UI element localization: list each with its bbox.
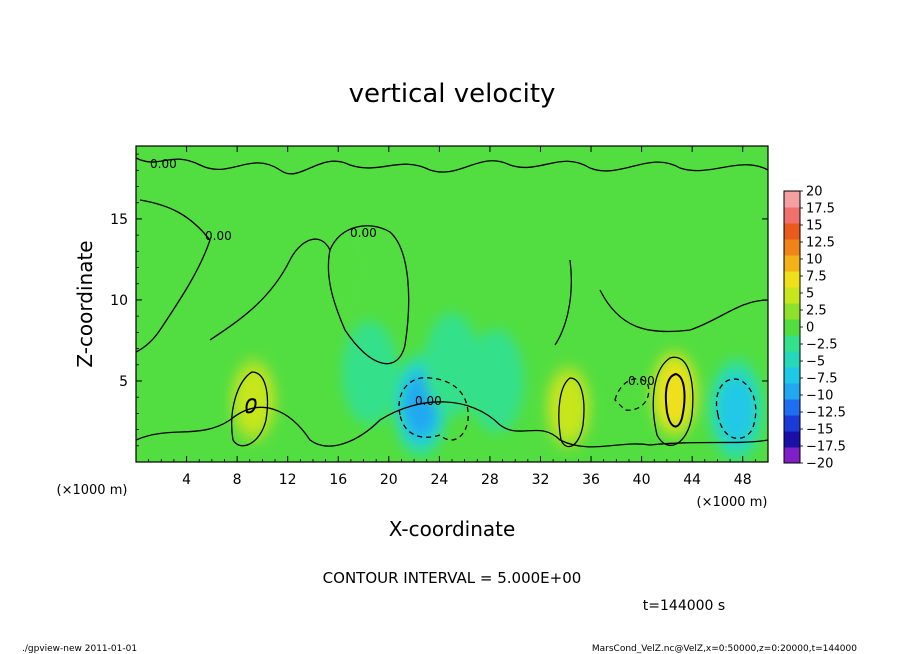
colorbar-segment bbox=[784, 191, 800, 208]
colorbar-segment bbox=[784, 447, 800, 464]
colorbar-label: −7.5 bbox=[806, 372, 838, 387]
contour-labels: 0.00 0.00 0.00 0.00 0.00 bbox=[150, 157, 655, 408]
x-axis: 4 8 12 16 20 24 28 32 36 40 44 48 bbox=[148, 146, 756, 488]
contour-updraft-2 bbox=[558, 377, 585, 448]
colorbar-label: −17.5 bbox=[806, 440, 846, 455]
x-tick-label: 40 bbox=[633, 472, 651, 488]
source-label: MarsCond_VelZ.nc@VelZ,x=0:50000,z=0:2000… bbox=[592, 644, 857, 654]
contour-label: 0.00 bbox=[205, 229, 232, 243]
x-tick-label: 12 bbox=[279, 472, 297, 488]
time-label: t=144000 s bbox=[643, 598, 725, 614]
contour-downdraft-2 bbox=[715, 378, 757, 440]
contour-label: 0.00 bbox=[350, 226, 377, 240]
colorbar-segment bbox=[784, 383, 800, 400]
zero-contour-right bbox=[554, 259, 768, 346]
y-tick-label: 10 bbox=[110, 293, 128, 309]
contour-updraft-1-inner bbox=[245, 398, 257, 414]
downdraft-core bbox=[468, 328, 525, 433]
chart-title: vertical velocity bbox=[349, 79, 556, 109]
x-tick-label: 28 bbox=[481, 472, 499, 488]
colorbar-segment bbox=[784, 255, 800, 272]
updraft-core bbox=[236, 368, 271, 433]
updraft-core bbox=[658, 364, 691, 424]
colorbar-label: 17.5 bbox=[806, 202, 835, 217]
colorbar-label: −12.5 bbox=[806, 406, 846, 421]
contour-updraft-3 bbox=[652, 356, 694, 447]
colorbar-label: −10 bbox=[806, 389, 833, 404]
y-tick-label: 15 bbox=[110, 212, 128, 228]
contour-updraft-1 bbox=[231, 371, 269, 447]
zero-contour-upper-cell bbox=[327, 225, 410, 365]
colorbar-segment bbox=[784, 319, 800, 336]
colorbar-segment bbox=[784, 223, 800, 240]
colorbar-label: 2.5 bbox=[806, 304, 827, 319]
updraft-core bbox=[316, 215, 373, 320]
y-axis-label: Z-coordinate bbox=[73, 240, 97, 367]
colorbar-label: 15 bbox=[806, 219, 823, 234]
colorbar-label: 0 bbox=[806, 321, 814, 336]
colorbar-segment bbox=[784, 303, 800, 320]
contour-label: 0.00 bbox=[628, 374, 655, 388]
colorbar-label: −2.5 bbox=[806, 338, 838, 353]
x-tick-label: 44 bbox=[683, 472, 701, 488]
contour-downdraft-3 bbox=[614, 378, 650, 411]
downdraft-core bbox=[719, 378, 754, 443]
zero-contour-left-lobe bbox=[136, 199, 211, 353]
y-tick-label: 5 bbox=[119, 374, 128, 390]
colorbar-segment bbox=[784, 271, 800, 288]
colorbar-label: 20 bbox=[806, 185, 823, 200]
colorbar-segment bbox=[784, 367, 800, 384]
contour-updraft-3-inner bbox=[664, 372, 686, 428]
program-label: ./gpview-new 2011-01-01 bbox=[22, 644, 137, 654]
x-unit-right: (×1000 m) bbox=[697, 495, 768, 510]
x-tick-label: 16 bbox=[329, 472, 347, 488]
x-unit-left: (×1000 m) bbox=[57, 483, 128, 498]
downdraft-core bbox=[424, 312, 480, 417]
colorbar-segment bbox=[784, 399, 800, 416]
x-tick-label: 4 bbox=[182, 472, 191, 488]
x-axis-label: X-coordinate bbox=[389, 517, 516, 541]
colorbar-label: −20 bbox=[806, 457, 833, 472]
x-tick-label: 32 bbox=[532, 472, 550, 488]
colorbar-label: 5 bbox=[806, 287, 814, 302]
contour-label: 0.00 bbox=[150, 157, 177, 171]
x-tick-label: 20 bbox=[380, 472, 398, 488]
colorbar-segment bbox=[784, 415, 800, 432]
colorbar-segment bbox=[784, 335, 800, 352]
colorbar-segment bbox=[784, 207, 800, 224]
contour-label: 0.00 bbox=[415, 394, 442, 408]
zero-contour-mid bbox=[209, 238, 331, 341]
colorbar-segment bbox=[784, 239, 800, 256]
zero-contour-top bbox=[136, 157, 768, 175]
colorbar-segment bbox=[784, 351, 800, 368]
colorbar-label: 10 bbox=[806, 253, 823, 268]
plot-area: 0.00 0.00 0.00 0.00 0.00 bbox=[135, 145, 769, 463]
x-tick-label: 24 bbox=[430, 472, 448, 488]
colorbar-label: −15 bbox=[806, 423, 833, 438]
y-axis: 5 10 15 bbox=[110, 153, 768, 447]
contour-downdraft-1 bbox=[398, 377, 469, 441]
updraft-core bbox=[550, 374, 586, 439]
x-tick-label: 48 bbox=[734, 472, 752, 488]
colorbar-label: 7.5 bbox=[806, 270, 827, 285]
colorbar-segment bbox=[784, 287, 800, 304]
downdraft-core bbox=[341, 320, 398, 425]
colorbar-label: −5 bbox=[806, 355, 825, 370]
colorbar-label: 12.5 bbox=[806, 236, 835, 251]
colorbar-segment bbox=[784, 431, 800, 448]
x-tick-label: 36 bbox=[582, 472, 600, 488]
x-tick-label: 8 bbox=[233, 472, 242, 488]
zero-contour-bottom bbox=[136, 401, 768, 448]
contour-lines bbox=[136, 157, 768, 448]
colorbar: 20 17.5 15 12.5 10 7.5 5 2.5 0 −2.5 −5 −7.5 −10 −12.5… bbox=[783, 185, 846, 472]
contour-interval: CONTOUR INTERVAL = 5.000E+00 bbox=[323, 569, 582, 587]
